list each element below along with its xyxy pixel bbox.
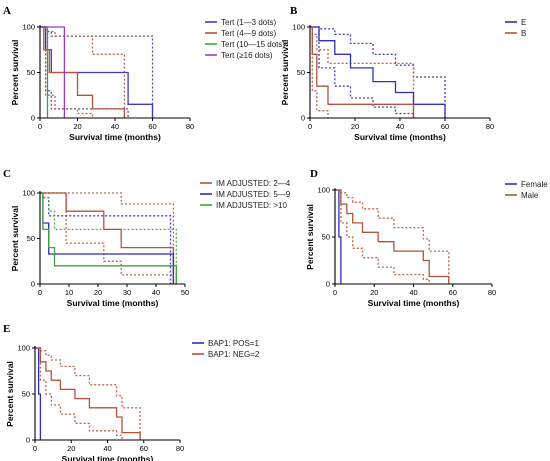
panel-c-xtick-label-0: 0 (38, 288, 42, 297)
panel-b-series-0-ci-1 (310, 26, 415, 118)
panel-d-ytick-label-1: 50 (322, 233, 330, 242)
panel-b-ytick-label-2: 100 (292, 23, 305, 32)
panel-e-ytick-label-0: 0 (26, 436, 30, 445)
panel-b-series-1-ci-1 (310, 26, 329, 118)
panel-a-ytick-label-1: 50 (27, 68, 35, 77)
panel-c-ytick-label-0: 0 (31, 280, 35, 289)
panel-e-ytick-label-2: 100 (17, 344, 30, 353)
panel-d-series-1-ci-1 (335, 189, 430, 284)
panel-a-ytick-label-0: 0 (31, 114, 35, 123)
panel-b-legend-label-0: E (521, 18, 526, 27)
panel-c-series-0-curve (40, 192, 175, 284)
panel-e-xtick-label-1: 20 (67, 444, 75, 453)
panel-c-series-1-curve (40, 192, 175, 284)
panel-d-y-label: Percent survival (305, 204, 315, 270)
panel-a-legend-label-0: Tert (1—3 dots) (221, 18, 276, 27)
panel-a-xtick-label-0: 0 (38, 122, 42, 131)
panel-d-ytick-label-0: 0 (326, 280, 330, 289)
panel-d-letter: D (310, 168, 318, 180)
panel-a-xtick-label-1: 20 (73, 122, 81, 131)
panel-a-xtick-label-3: 60 (148, 122, 156, 131)
panel-e-y-label: Percent survival (5, 361, 15, 427)
panel-b-y-label: Percent survival (280, 40, 290, 106)
panel-e-xtick-label-2: 40 (103, 444, 111, 453)
panel-a-x-label: Survival time (months) (69, 132, 161, 142)
panel-d-xtick-label-2: 40 (409, 288, 417, 297)
panel-c-xtick-label-3: 30 (123, 288, 131, 297)
panel-b-ytick-label-0: 0 (301, 114, 305, 123)
panel-a-y-label: Percent survival (10, 40, 20, 106)
panel-d-series-1-ci-0 (335, 189, 450, 284)
panel-e-x-label: Survival time (months) (62, 454, 154, 461)
panel-c-series-2-ci-0 (40, 192, 177, 284)
panel-d-xtick-label-1: 20 (370, 288, 378, 297)
panel-e-xtick-label-4: 80 (176, 444, 184, 453)
panel-b-xtick-label-4: 80 (486, 122, 494, 131)
panel-b-xtick-label-2: 40 (396, 122, 404, 131)
panel-b-xtick-label-0: 0 (308, 122, 312, 131)
panel-a-series-0-ci-0 (40, 26, 154, 118)
panel-c-letter: C (3, 168, 11, 180)
panel-c-x-label: Survival time (months) (67, 298, 159, 308)
panel-a-legend-label-3: Tert (≥16 dots) (221, 51, 273, 60)
panel-c-series-2-curve (40, 192, 177, 284)
panel-d-xtick-label-0: 0 (333, 288, 337, 297)
panel-c-xtick-label-2: 20 (94, 288, 102, 297)
panel-c-legend-label-2: IM ADJUSTED: >10 (216, 201, 287, 210)
panel-c-ytick-label-1: 50 (27, 234, 35, 243)
panel-e-series-0-curve (35, 347, 42, 440)
panel-e-letter: E (3, 323, 10, 335)
panel-a-legend-label-1: Tert (4—9 dots) (221, 29, 276, 38)
panel-b-legend-label-1: B (521, 29, 526, 38)
panel-a-legend-label-2: Tert (10—15 dots) (221, 40, 285, 49)
panel-c-legend-label-1: IM ADJUSTED: 5—9 (216, 190, 291, 199)
panel-c-xtick-label-4: 40 (152, 288, 160, 297)
panel-a-xtick-label-4: 80 (186, 122, 194, 131)
panel-c-series-0-ci-1 (40, 192, 175, 284)
panel-b-letter: B (290, 5, 298, 17)
panel-b-xtick-label-1: 20 (351, 122, 359, 131)
panel-d-ytick-label-2: 100 (317, 186, 330, 195)
panel-b-ytick-label-1: 50 (297, 68, 305, 77)
panel-c-xtick-label-1: 10 (65, 288, 73, 297)
panel-d-xtick-label-3: 60 (449, 288, 457, 297)
panel-c-legend-label-0: IM ADJUSTED: 2—4 (216, 179, 291, 188)
panel-d-series-1-curve (335, 189, 450, 284)
panel-e-ytick-label-1: 50 (22, 390, 30, 399)
panel-c-xtick-label-5: 50 (181, 288, 189, 297)
panel-a-letter: A (3, 5, 11, 17)
panel-c-ytick-label-2: 100 (22, 189, 35, 198)
panel-e-xtick-label-3: 60 (140, 444, 148, 453)
panel-a-series-3-curve (40, 26, 66, 118)
panel-b-series-1-curve (310, 26, 415, 118)
panel-e-series-1-ci-1 (35, 347, 123, 440)
panel-d-legend-label-0: Female (521, 180, 548, 189)
panel-c-series-1-ci-0 (40, 192, 172, 284)
panel-a-ytick-label-2: 100 (22, 23, 35, 32)
panel-e-series-1-curve (35, 347, 141, 440)
panel-e-legend-label-0: BAP1: POS=1 (208, 339, 259, 348)
panel-a-series-1-curve (40, 26, 126, 118)
panel-d-xtick-label-4: 80 (488, 288, 496, 297)
panel-b-x-label: Survival time (months) (354, 132, 446, 142)
panel-d-series-0-curve (335, 189, 342, 284)
panel-c-y-label: Percent survival (10, 206, 20, 272)
panel-b-xtick-label-3: 60 (441, 122, 449, 131)
panel-d-legend-label-1: Male (521, 191, 539, 200)
panel-d-x-label: Survival time (months) (368, 298, 460, 308)
panel-c-series-0-ci-0 (40, 192, 175, 284)
panel-e-xtick-label-0: 0 (33, 444, 37, 453)
panel-e-series-1-ci-0 (35, 347, 141, 440)
panel-e-legend-label-1: BAP1: NEG=2 (208, 350, 260, 359)
panel-b-series-0-curve (310, 26, 446, 118)
panel-a-xtick-label-2: 40 (111, 122, 119, 131)
